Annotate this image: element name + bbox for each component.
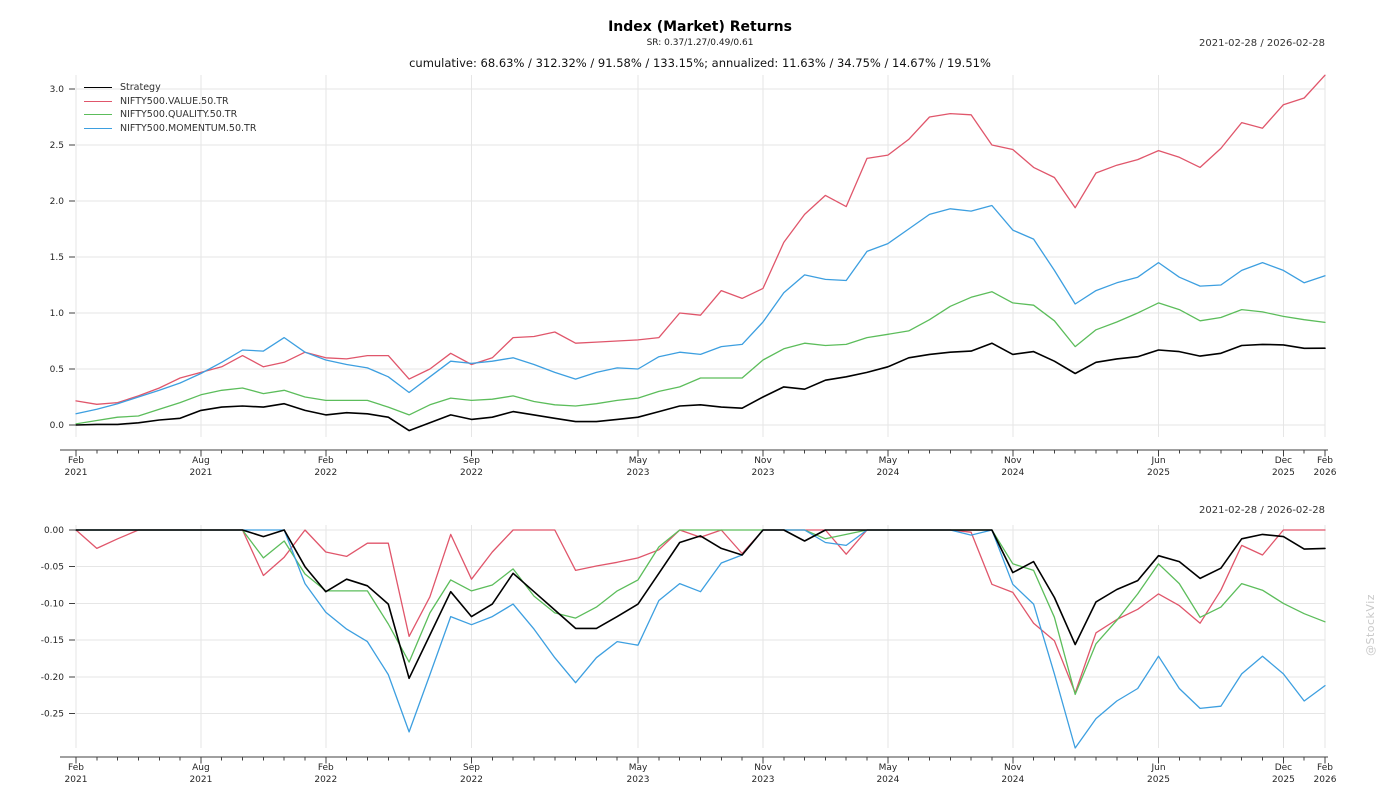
x-tick-label-year: 2022 — [460, 468, 483, 478]
legend-label: NIFTY500.QUALITY.50.TR — [120, 109, 238, 121]
x-tick-label: Sep — [463, 456, 480, 466]
x-tick-label-year: 2024 — [876, 775, 899, 785]
x-tick-label-year: 2021 — [189, 468, 212, 478]
x-tick-label: Feb — [318, 763, 334, 773]
stockviz-watermark: @StockViz — [1364, 593, 1377, 657]
legend-line-swatch — [84, 114, 112, 116]
y-tick-label: 1.5 — [50, 253, 64, 263]
x-tick-label-year: 2021 — [65, 775, 88, 785]
x-tick-label-year: 2022 — [460, 775, 483, 785]
legend-item-nifty500-momentum-50-tr: NIFTY500.MOMENTUM.50.TR — [84, 122, 256, 136]
x-tick-label-year: 2022 — [314, 775, 337, 785]
x-tick-label-year: 2026 — [1314, 775, 1337, 785]
sharpe-ratio-subtitle: SR: 0.37/1.27/0.49/0.61 — [646, 38, 754, 48]
x-tick-label: Nov — [754, 456, 772, 466]
x-tick-label: Aug — [192, 763, 210, 773]
x-tick-label-year: 2023 — [627, 468, 650, 478]
y-tick-label: -0.20 — [41, 673, 65, 683]
x-tick-label: Feb — [318, 456, 334, 466]
x-tick-label: Nov — [1004, 763, 1022, 773]
x-tick-label: Feb — [1317, 456, 1333, 466]
y-tick-label: 0.00 — [44, 526, 64, 536]
y-tick-label: -0.05 — [41, 563, 64, 573]
x-tick-label: Sep — [463, 763, 480, 773]
x-tick-label: Feb — [68, 763, 84, 773]
y-tick-label: -0.10 — [41, 599, 65, 609]
series-line-strategy — [75, 529, 1326, 680]
x-tick-label: Dec — [1275, 763, 1292, 773]
x-tick-label-year: 2022 — [314, 468, 337, 478]
legend-label: NIFTY500.MOMENTUM.50.TR — [120, 122, 257, 134]
y-tick-label: 2.0 — [50, 197, 65, 207]
x-tick-label-year: 2025 — [1147, 468, 1170, 478]
series-line-nifty500-momentum-50-tr — [75, 529, 1326, 749]
y-tick-label: 0.0 — [50, 421, 65, 431]
y-tick-label: -0.15 — [41, 636, 64, 646]
x-tick-label: Nov — [1004, 456, 1022, 466]
drawdown-chart: Feb 2021 Aug 2021 Feb 2022 Sep 2022 May 2023 Nov 20… — [41, 525, 1337, 785]
x-tick-label: May — [629, 763, 648, 773]
legend-line-swatch — [84, 127, 112, 129]
y-tick-label: 0.5 — [50, 365, 64, 375]
legend-line-swatch — [84, 100, 112, 102]
x-tick-label: Dec — [1275, 456, 1292, 466]
chart-legend: Strategy NIFTY500.VALUE.50.TR NIFTY500.QUA… — [84, 81, 256, 135]
y-tick-label: 1.0 — [50, 309, 65, 319]
y-tick-label: 2.5 — [50, 141, 64, 151]
x-tick-label-year: 2023 — [627, 775, 650, 785]
returns-summary: cumulative: 68.63% / 312.32% / 91.58% / … — [409, 56, 991, 70]
legend-line-swatch — [84, 87, 112, 89]
x-tick-label-year: 2021 — [65, 468, 88, 478]
legend-label: NIFTY500.VALUE.50.TR — [120, 95, 229, 107]
series-line-nifty500-quality-50-tr — [75, 291, 1326, 425]
series-line-strategy — [75, 342, 1326, 432]
legend-label: Strategy — [120, 82, 161, 94]
x-tick-label: Jun — [1150, 456, 1165, 466]
x-tick-label-year: 2023 — [752, 468, 775, 478]
x-tick-label: Feb — [1317, 763, 1333, 773]
series-line-nifty500-value-50-tr — [75, 529, 1326, 694]
x-tick-label: May — [629, 456, 648, 466]
legend-item-nifty500-quality-50-tr: NIFTY500.QUALITY.50.TR — [84, 108, 256, 122]
y-tick-label: 3.0 — [50, 85, 65, 95]
x-tick-label: Aug — [192, 456, 210, 466]
x-tick-label-year: 2024 — [1001, 468, 1024, 478]
x-tick-label: Nov — [754, 763, 772, 773]
series-line-nifty500-momentum-50-tr — [75, 204, 1326, 415]
x-tick-label: May — [879, 456, 898, 466]
y-tick-label: -0.25 — [41, 710, 64, 720]
x-tick-label: May — [879, 763, 898, 773]
x-tick-label-year: 2024 — [876, 468, 899, 478]
x-tick-label-year: 2025 — [1272, 468, 1295, 478]
series-line-nifty500-value-50-tr — [75, 74, 1326, 405]
x-tick-label-year: 2025 — [1272, 775, 1295, 785]
cumulative-returns-chart: Feb 2021 Aug 2021 Feb 2022 Sep 2022 May 2023 Nov 20… — [50, 74, 1337, 478]
x-tick-label-year: 2024 — [1001, 775, 1024, 785]
x-tick-label-year: 2021 — [189, 775, 212, 785]
x-tick-label: Jun — [1150, 763, 1165, 773]
date-range-top: 2021-02-28 / 2026-02-28 — [1199, 38, 1325, 49]
x-tick-label-year: 2026 — [1314, 468, 1337, 478]
legend-item-nifty500-value-50-tr: NIFTY500.VALUE.50.TR — [84, 95, 256, 109]
legend-item-strategy: Strategy — [84, 81, 256, 95]
series-line-nifty500-quality-50-tr — [75, 529, 1326, 696]
x-tick-label: Feb — [68, 456, 84, 466]
x-tick-label-year: 2023 — [752, 775, 775, 785]
date-range-bottom: 2021-02-28 / 2026-02-28 — [1199, 505, 1325, 516]
x-tick-label-year: 2025 — [1147, 775, 1170, 785]
page-title: Index (Market) Returns — [608, 19, 792, 35]
